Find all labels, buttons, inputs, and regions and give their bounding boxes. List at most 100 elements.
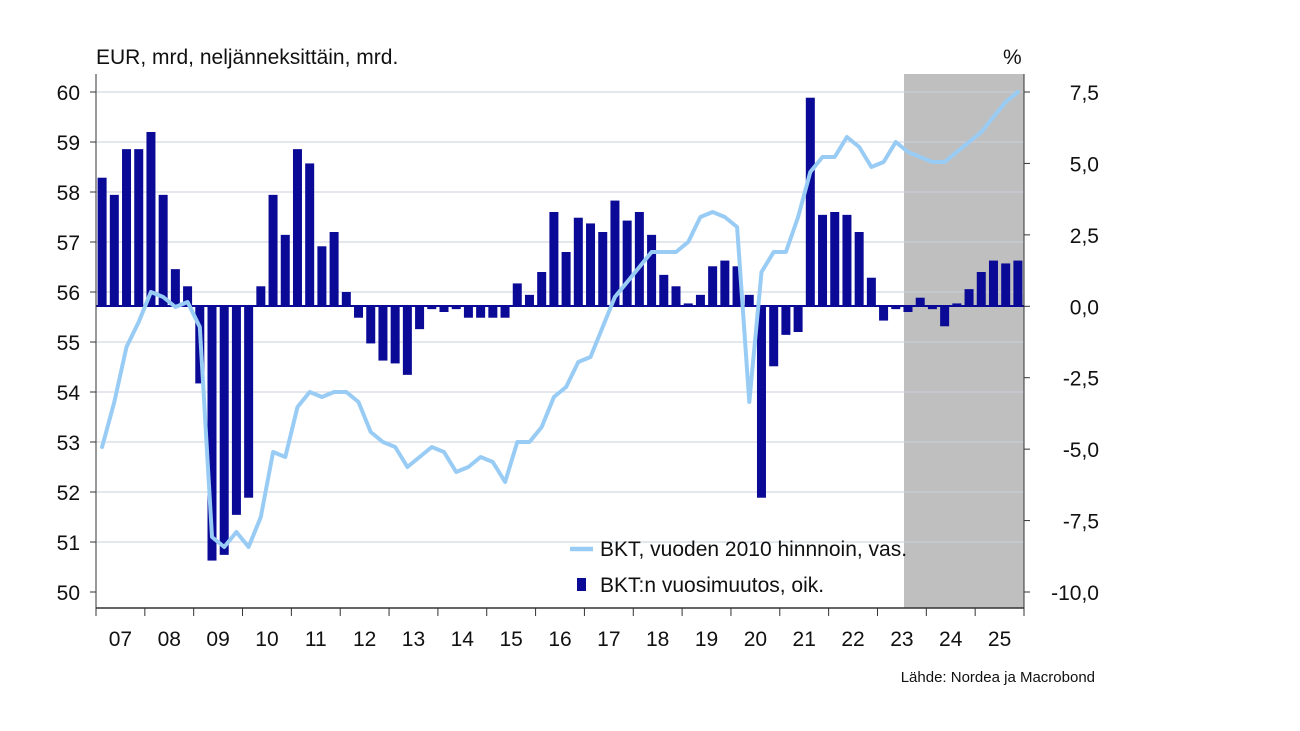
x-tick-label: 13 [402, 628, 425, 651]
bar-mark [1001, 263, 1011, 307]
bar-mark [512, 283, 522, 307]
bar-mark [378, 306, 388, 361]
bar-mark [109, 194, 119, 307]
bar-mark [390, 306, 400, 364]
bar-mark [732, 266, 742, 307]
source-note: Lähde: Nordea ja Macrobond [901, 669, 1095, 686]
bar-mark [964, 289, 974, 307]
bar-mark [695, 294, 705, 307]
bar-mark [671, 286, 681, 307]
bar-mark [940, 306, 950, 327]
right-tick-label: 5,0 [1070, 153, 1099, 176]
bar-mark [122, 149, 132, 307]
bar-mark [927, 306, 937, 310]
bar-mark [634, 212, 644, 307]
right-tick-label: -10,0 [1051, 582, 1099, 605]
bar-mark [793, 306, 803, 332]
bar-mark [207, 306, 217, 561]
bar-mark [610, 200, 620, 307]
x-tick-label: 07 [109, 628, 132, 651]
bar-mark [451, 306, 461, 310]
x-tick-label: 18 [646, 628, 669, 651]
bar-mark [366, 306, 376, 344]
left-axis-label: EUR, mrd, neljänneksittäin, mrd. [96, 46, 398, 69]
bar-mark [708, 266, 718, 307]
bar-mark [879, 306, 889, 321]
left-tick-label: 56 [57, 282, 80, 305]
bar-mark [866, 277, 876, 307]
left-tick-label: 57 [57, 232, 80, 255]
bar-mark [573, 217, 583, 307]
x-tick-label: 25 [988, 628, 1011, 651]
left-tick-label: 52 [57, 482, 80, 505]
bar-mark [586, 223, 596, 307]
bar-mark [830, 212, 840, 307]
left-tick-label: 58 [57, 182, 80, 205]
gdp-line [100, 90, 1020, 549]
left-tick-label: 50 [57, 582, 80, 605]
bar-mark [976, 272, 986, 307]
bar-mark [1013, 260, 1023, 307]
bar-mark [183, 286, 193, 307]
legend-bar-swatch [577, 578, 586, 591]
bar-mark [427, 306, 437, 310]
bar-mark [988, 260, 998, 307]
bar-mark [756, 306, 766, 498]
x-tick-label: 11 [305, 628, 327, 651]
left-tick-label: 54 [57, 382, 81, 405]
right-tick-label: -2,5 [1063, 368, 1099, 391]
bar-series [97, 97, 1023, 561]
bar-mark [781, 306, 791, 335]
x-tick-label: 17 [597, 628, 620, 651]
bar-mark [329, 232, 339, 307]
x-tick-label: 10 [255, 628, 278, 651]
bar-mark [219, 306, 229, 555]
bar-mark [97, 177, 107, 307]
bar-mark [354, 306, 364, 318]
left-tick-label: 53 [57, 432, 80, 455]
bar-mark [146, 132, 156, 307]
right-tick-label: 7,5 [1070, 82, 1099, 105]
bar-mark [952, 303, 962, 307]
bar-mark [292, 149, 302, 307]
legend-label-gdp-change: BKT:n vuosimuutos, oik. [600, 574, 824, 597]
bar-mark [683, 303, 693, 307]
bar-mark [915, 297, 925, 307]
bar-mark [854, 232, 864, 307]
right-tick-label: -7,5 [1063, 511, 1099, 534]
bar-mark [476, 306, 486, 318]
bar-mark [415, 306, 425, 330]
bar-mark [561, 252, 571, 307]
x-tick-label: 09 [206, 628, 229, 651]
bar-mark [549, 212, 559, 307]
left-axis-ticks: 50 51 52 53 54 55 56 57 58 59 60 [57, 82, 96, 605]
forecast-shading [904, 74, 1024, 608]
right-axis-ticks: -10,0 -7,5 -5,0 -2,5 0,0 2,5 5,0 7,5 [1024, 82, 1099, 605]
bar-mark [744, 294, 754, 307]
bar-mark [818, 214, 828, 307]
bar-mark [463, 306, 473, 318]
bar-mark [305, 163, 315, 307]
x-tick-label: 15 [499, 628, 522, 651]
bar-mark [280, 234, 290, 307]
bar-mark [244, 306, 254, 498]
bar-mark [537, 272, 547, 307]
bar-mark [317, 246, 327, 307]
x-tick-label: 23 [890, 628, 913, 651]
x-axis-ticks: 07 08 09 10 11 12 13 14 15 16 17 18 19 20 21 22 23 24 25 [95, 608, 1025, 651]
left-tick-label: 59 [57, 132, 80, 155]
bar-mark [256, 286, 266, 307]
x-tick-label: 19 [695, 628, 718, 651]
right-tick-label: 0,0 [1070, 296, 1099, 319]
x-tick-label: 24 [939, 628, 963, 651]
bar-mark [524, 294, 534, 307]
left-tick-label: 51 [57, 532, 80, 555]
bar-mark [439, 306, 449, 312]
bar-mark [903, 306, 913, 312]
x-tick-label: 12 [353, 628, 376, 651]
x-tick-label: 14 [451, 628, 475, 651]
bar-mark [488, 306, 498, 318]
legend-label-gdp-level: BKT, vuoden 2010 hinnnoin, vas. [600, 538, 907, 561]
bar-mark [170, 269, 180, 307]
